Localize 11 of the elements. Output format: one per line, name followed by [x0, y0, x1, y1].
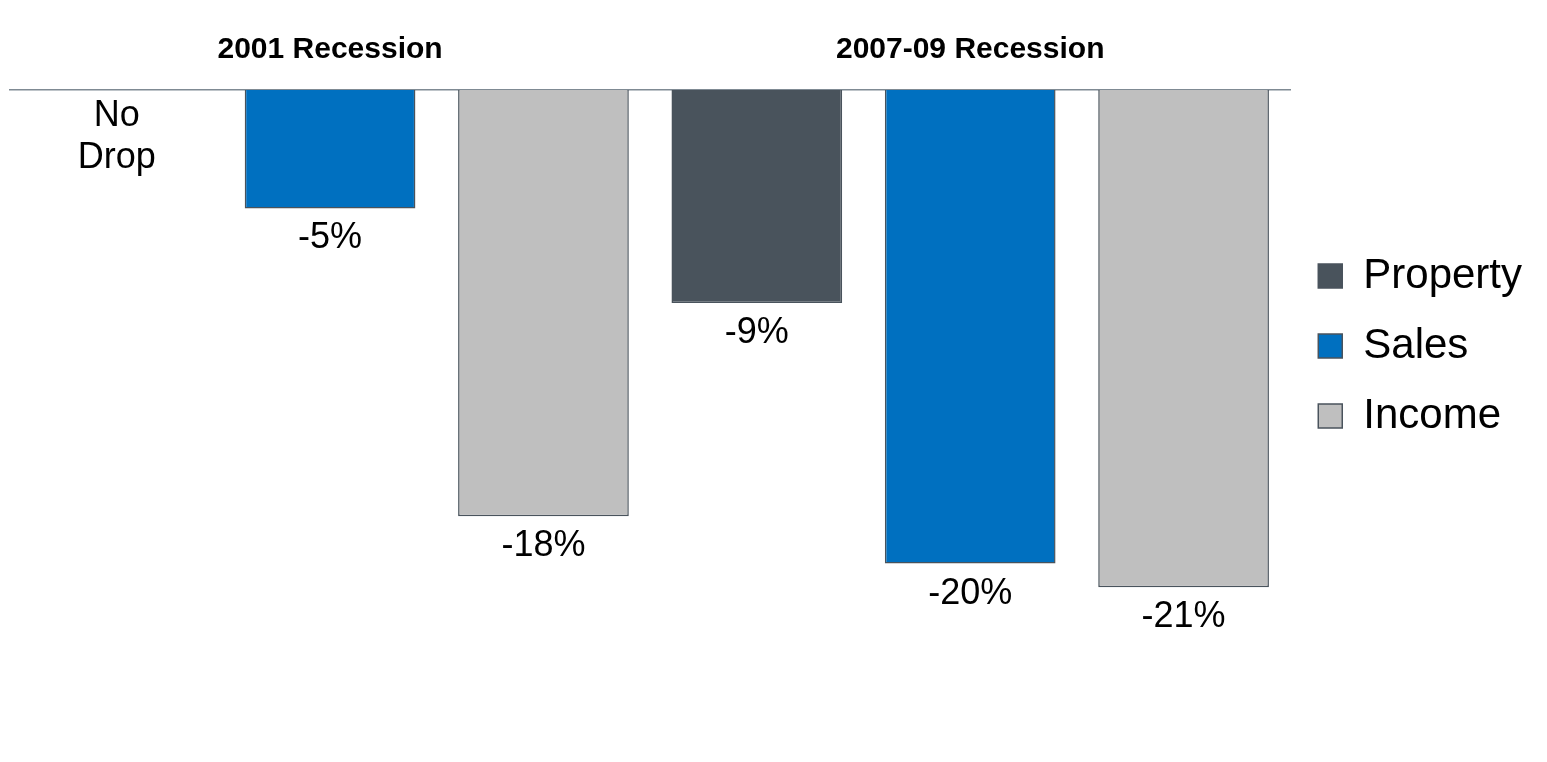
- legend-label: Income: [1363, 389, 1501, 437]
- annotation: No Drop: [77, 92, 156, 176]
- data-label: -5%: [298, 215, 363, 257]
- data-label: -9%: [724, 310, 789, 352]
- data-label: -20%: [928, 570, 1013, 612]
- data-label: -18%: [501, 523, 586, 565]
- legend-label: Property: [1363, 249, 1522, 297]
- data-label: -21%: [1141, 594, 1226, 636]
- x-tick-label: 2007-09 Recession: [835, 31, 1105, 65]
- x-tick-label: 2001 Recession: [217, 31, 443, 65]
- legend-label: Sales: [1363, 319, 1469, 367]
